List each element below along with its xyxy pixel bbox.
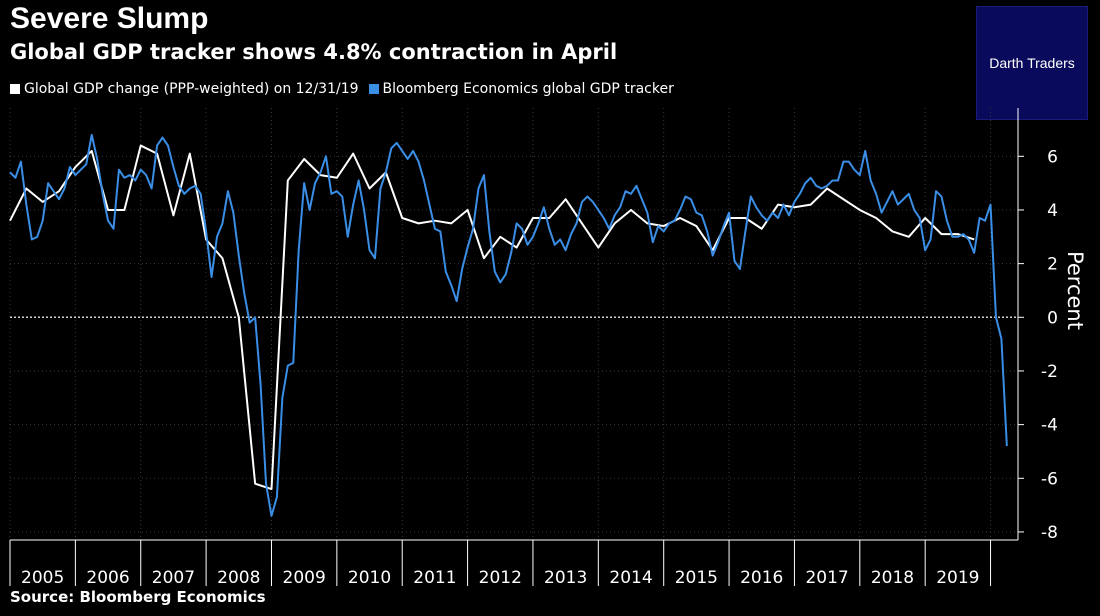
chart-legend: Global GDP change (PPP-weighted) on 12/3… <box>10 81 684 97</box>
chart-title: Severe Slump <box>10 2 209 35</box>
x-tick-label: 2015 <box>675 568 718 588</box>
legend-item-global-gdp: Global GDP change (PPP-weighted) on 12/3… <box>10 81 359 97</box>
y-tick-label: 0 <box>1047 308 1058 328</box>
x-tick-label: 2013 <box>544 568 587 588</box>
legend-swatch-white <box>10 84 20 94</box>
legend-item-tracker: Bloomberg Economics global GDP tracker <box>368 81 674 97</box>
legend-label-tracker: Bloomberg Economics global GDP tracker <box>382 81 674 97</box>
line-chart: -8 -6 -4 -2 0 2 4 6 Percent 2005 2006 2007 2008 2009 2… <box>9 108 1087 588</box>
legend-label-global-gdp: Global GDP change (PPP-weighted) on 12/3… <box>24 81 359 97</box>
x-tick-label: 2006 <box>86 568 129 588</box>
y-tick-label: -2 <box>1041 362 1058 382</box>
x-tick-label: 2017 <box>805 568 848 588</box>
x-tick-label: 2016 <box>740 568 783 588</box>
x-tick-label: 2014 <box>609 568 652 588</box>
chart-subtitle: Global GDP tracker shows 4.8% contractio… <box>10 40 618 64</box>
y-tick-label: -4 <box>1041 416 1058 436</box>
x-tick-label: 2019 <box>936 568 979 588</box>
series-line-tracker <box>9 133 1008 517</box>
y-tick-label: 2 <box>1047 255 1058 275</box>
x-tick-label: 2012 <box>479 568 522 588</box>
x-tick-label: 2009 <box>283 568 326 588</box>
y-tick-label: 4 <box>1047 201 1058 221</box>
x-tick-label: 2011 <box>413 568 456 588</box>
y-axis-title: Percent <box>1063 251 1087 330</box>
x-tick-label: 2018 <box>871 568 914 588</box>
x-tick-label: 2008 <box>217 568 260 588</box>
x-tick-label: 2005 <box>21 568 64 588</box>
source-note: Source: Bloomberg Economics <box>10 588 266 606</box>
x-tick-label: 2010 <box>348 568 391 588</box>
y-tick-label: -6 <box>1041 469 1058 489</box>
x-tick-label: 2007 <box>152 568 195 588</box>
y-tick-label: -8 <box>1041 523 1058 543</box>
watermark-badge: Darth Traders <box>976 6 1088 120</box>
legend-swatch-blue <box>368 84 379 94</box>
y-tick-label: 6 <box>1047 147 1058 167</box>
